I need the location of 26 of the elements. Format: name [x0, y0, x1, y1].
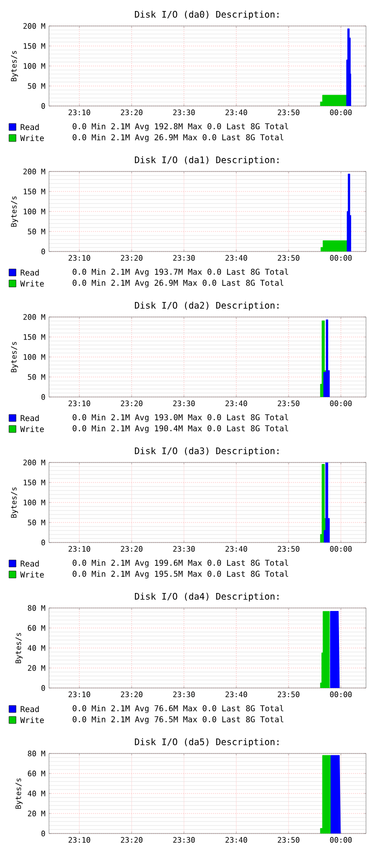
text: 0.0 Min 2.1M Avg 76.5M Max 0.0 Last 8G Total: [72, 716, 284, 724]
text: 0.0 Min 2.1M Avg 199.6M Max 0.0 Last 8G Total: [72, 560, 288, 568]
chart-title: Disk I/O (da1) Description:: [134, 156, 278, 165]
chart-title: Disk I/O (da2) Description:: [134, 302, 278, 310]
chart-title: Disk I/O (da0) Description:: [134, 10, 278, 20]
text: 0.0 Min 2.1M Avg 192.8M Max 0.0 Last 8G Total: [72, 123, 288, 131]
text: 0.0 Min 2.1M Avg 193.0M Max 0.0 Last 8G Total: [72, 414, 288, 422]
legend-label: Write: [20, 426, 44, 432]
text: 0.0 Min 2.1M Avg 195.5M Max 0.0 Last 8G Total: [72, 570, 288, 578]
legend-label: Read: [20, 124, 39, 130]
legend-label: Read: [20, 269, 39, 276]
legend-label: Write: [20, 716, 44, 724]
text: 0.0 Min 2.1M Avg 193.7M Max 0.0 Last 8G Total: [72, 268, 288, 276]
text: 0.0 Min 2.1M Avg 190.4M Max 0.0 Last 8G Total: [72, 425, 288, 433]
text: 0.0 Min 2.1M Avg 76.6M Max 0.0 Last 8G Total: [72, 705, 284, 713]
legend-label: Read: [20, 706, 39, 712]
legend-label: Read: [20, 560, 39, 567]
legend-label: Write: [20, 134, 44, 142]
legend-label: Write: [20, 571, 44, 578]
text: 0.0 Min 2.1M Avg 26.9M Max 0.0 Last 8G Total: [72, 134, 284, 142]
legend-label: Read: [20, 414, 39, 422]
legend-label: Write: [20, 280, 44, 287]
chart-title: Disk I/O (da4) Description:: [134, 592, 278, 602]
chart-title: Disk I/O (da3) Description:: [134, 447, 278, 456]
chart-title: Disk I/O (da5) Description:: [134, 738, 278, 747]
text: 0.0 Min 2.1M Avg 26.9M Max 0.0 Last 8G Total: [72, 280, 284, 288]
